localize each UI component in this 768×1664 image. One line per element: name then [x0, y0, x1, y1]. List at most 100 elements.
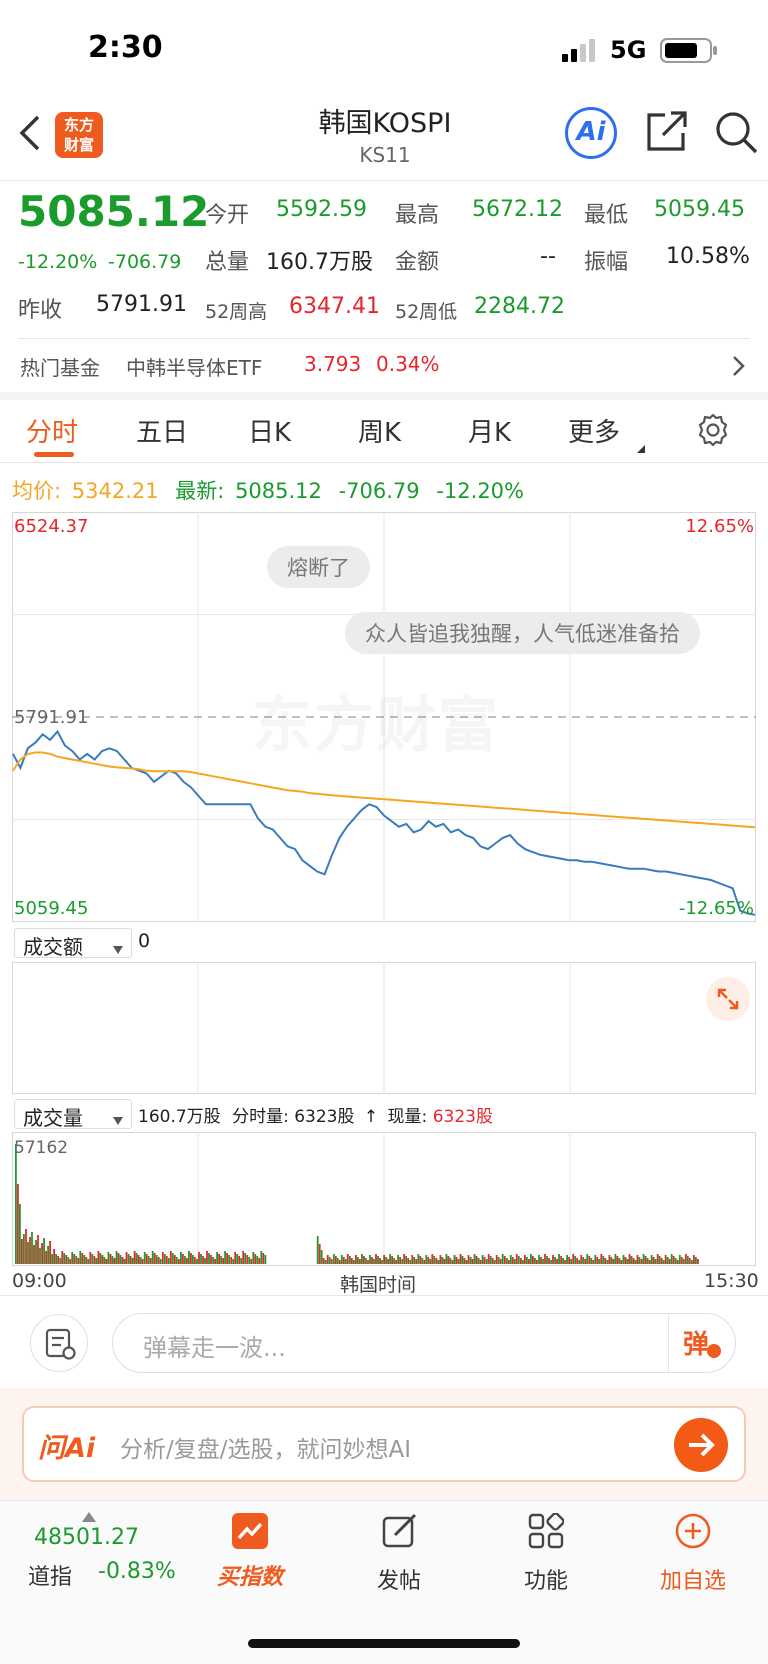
- volume-bar: [381, 1260, 383, 1264]
- search-icon[interactable]: [713, 109, 759, 155]
- volume-bar: [230, 1257, 233, 1264]
- edit-icon: [381, 1513, 419, 1551]
- amount-value: --: [540, 244, 556, 269]
- volume-bar: [469, 1257, 472, 1264]
- tab-weekly-k[interactable]: 周K: [358, 418, 402, 448]
- expand-icon[interactable]: [706, 977, 750, 1021]
- share-icon[interactable]: [645, 109, 689, 153]
- volume-bar: [552, 1255, 554, 1264]
- volume-bar: [467, 1255, 470, 1264]
- price-chart[interactable]: 东方财富 6524.37 12.65% 5791.91 5059.45 -12.…: [12, 512, 756, 922]
- volume-bar: [556, 1259, 558, 1264]
- volume-bar: [457, 1259, 460, 1264]
- volume-bar: [682, 1259, 685, 1264]
- volume-bar: [437, 1260, 440, 1264]
- volume-bar: [353, 1260, 355, 1264]
- volume-bar: [105, 1259, 108, 1264]
- sentiment-badge[interactable]: 众人皆追我独醒，人气低迷准备拾: [345, 612, 700, 654]
- buy-index-button[interactable]: 买指数: [205, 1509, 295, 1599]
- status-time: 2:30: [88, 30, 163, 65]
- volume-bar: [87, 1259, 90, 1264]
- volume-bar: [328, 1257, 331, 1264]
- volume-bar: [646, 1258, 649, 1264]
- volume-bar: [481, 1255, 484, 1264]
- index-ticker[interactable]: 48501.27 道指 -0.83%: [20, 1501, 180, 1601]
- volume-bar: [662, 1260, 665, 1264]
- volume-bar: [560, 1256, 562, 1264]
- volume-bar: [580, 1255, 583, 1264]
- volume-bar: [558, 1254, 560, 1264]
- danmaku-input[interactable]: 弹幕走一波... 弹: [112, 1313, 736, 1373]
- volume-max-label: 57162: [14, 1138, 69, 1158]
- volume-bar: [346, 1254, 349, 1264]
- tab-more[interactable]: 更多: [568, 418, 621, 448]
- volume-bar: [697, 1259, 699, 1264]
- tab-intraday[interactable]: 分时: [26, 418, 79, 448]
- back-icon[interactable]: [16, 113, 46, 153]
- settings-gear-icon[interactable]: [695, 412, 731, 448]
- volume-bar: [369, 1255, 371, 1264]
- volume-bar: [367, 1260, 369, 1264]
- danmaku-send-label: 弹: [683, 1330, 710, 1360]
- volume-bar: [248, 1257, 251, 1264]
- volume-bar: [568, 1257, 570, 1264]
- hot-fund-row[interactable]: 热门基金 中韩半导体ETF 3.793 0.34%: [18, 338, 750, 389]
- volume-bar: [77, 1258, 80, 1264]
- tab-indicator: [34, 452, 74, 457]
- volume-bar: [695, 1257, 697, 1264]
- volume-bar: [208, 1253, 210, 1264]
- volume-bar: [616, 1256, 619, 1264]
- volume-bar: [668, 1259, 671, 1264]
- danmaku-settings-button[interactable]: [30, 1314, 88, 1372]
- volume-bar: [200, 1254, 202, 1264]
- volume-bar: [240, 1258, 243, 1264]
- current-volume-value: 6323股: [432, 1107, 493, 1127]
- tab-daily-k[interactable]: 日K: [248, 418, 292, 448]
- volume-bar: [542, 1259, 544, 1264]
- volume-bar: [351, 1258, 353, 1264]
- up-arrow-icon: ↑: [363, 1107, 379, 1127]
- tab-five-day[interactable]: 五日: [136, 418, 189, 448]
- volume-bar: [57, 1256, 59, 1264]
- volume-chart[interactable]: 57162: [12, 1132, 756, 1266]
- add-watchlist-label: 加自选: [659, 1569, 726, 1594]
- chart-tabs: 分时 五日 日K 周K 月K 更多: [0, 400, 768, 463]
- open-label: 今开: [205, 203, 250, 228]
- volume-bar: [61, 1251, 64, 1264]
- volume-bar: [260, 1251, 263, 1264]
- post-button[interactable]: 发帖: [354, 1509, 444, 1599]
- volume-bar: [517, 1256, 520, 1264]
- volume-bar: [252, 1252, 255, 1264]
- volume-bar: [664, 1255, 667, 1264]
- ask-ai-submit-button[interactable]: [674, 1418, 728, 1472]
- ask-ai-input[interactable]: 问Ai 分析/复盘/选股，就问妙想AI: [22, 1406, 746, 1482]
- volume-bar: [192, 1255, 194, 1264]
- add-watchlist-button[interactable]: 加自选: [648, 1509, 738, 1599]
- network-label: 5G: [610, 36, 647, 64]
- last-price: 5085.12: [18, 187, 210, 236]
- volume-bar: [572, 1254, 575, 1264]
- features-button[interactable]: 功能: [501, 1509, 591, 1599]
- volume-bar: [69, 1259, 72, 1264]
- ai-label: Ai: [576, 117, 606, 147]
- volume-bar: [652, 1257, 655, 1264]
- volume-bar: [632, 1258, 635, 1264]
- tab-monthly-k[interactable]: 月K: [468, 418, 512, 448]
- danmaku-send-button[interactable]: 弹: [683, 1324, 727, 1364]
- volume-bar: [441, 1257, 444, 1264]
- volume-bar: [324, 1260, 327, 1264]
- volume-selector[interactable]: 成交量: [14, 1099, 132, 1130]
- latest-change-pct: -12.20%: [436, 479, 524, 503]
- volume-bar: [536, 1260, 538, 1264]
- volume-bar: [188, 1251, 190, 1264]
- circuit-breaker-badge[interactable]: 熔断了: [267, 546, 370, 588]
- volume-bar: [109, 1254, 112, 1264]
- volume-bar: [642, 1254, 645, 1264]
- volume-bar: [479, 1260, 482, 1264]
- volume-bar: [636, 1255, 639, 1264]
- ai-button[interactable]: Ai: [565, 107, 617, 159]
- volume-bar: [465, 1260, 468, 1264]
- turnover-selector[interactable]: 成交额: [14, 928, 132, 959]
- volume-bar: [453, 1255, 456, 1264]
- avg-label: 均价:: [12, 479, 62, 503]
